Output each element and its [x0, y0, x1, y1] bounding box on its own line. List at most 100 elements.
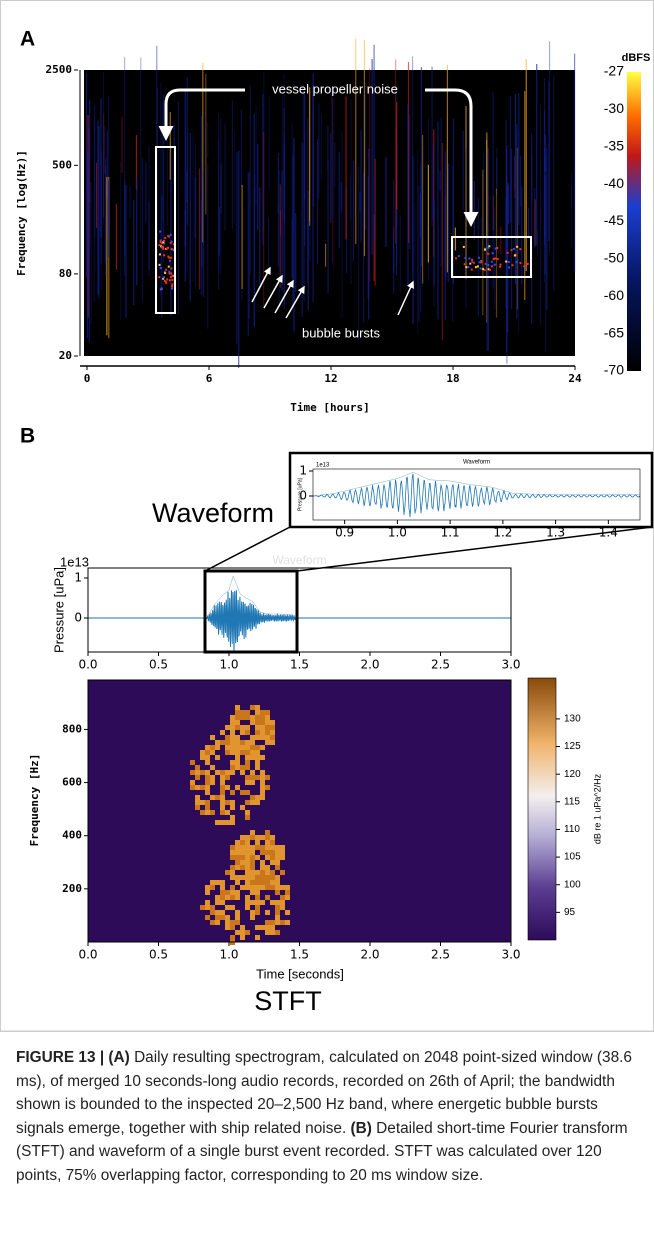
heatmap-texture — [230, 735, 235, 740]
spectrogram-texture — [355, 38, 357, 245]
x-tick-label: 1.3 — [546, 526, 565, 540]
spectrogram-texture — [487, 268, 490, 271]
heatmap-texture — [240, 845, 245, 850]
heatmap-texture — [240, 930, 245, 935]
spectrogram-texture — [218, 207, 221, 256]
spectrogram-texture — [519, 155, 522, 208]
spectrogram-texture — [312, 73, 314, 207]
spectrogram-texture — [518, 93, 520, 225]
heatmap-texture — [280, 905, 285, 910]
heatmap-texture — [260, 885, 265, 890]
spectrogram-texture — [420, 164, 422, 312]
heatmap-texture — [230, 745, 235, 750]
heatmap-texture — [225, 820, 230, 825]
spectrogram-texture — [350, 174, 352, 221]
heatmap-texture — [280, 845, 285, 850]
heatmap-texture — [265, 730, 270, 735]
spectrogram-texture — [162, 241, 165, 244]
x-tick-label: 6 — [206, 372, 213, 385]
spectrogram-texture — [124, 56, 126, 277]
spectrogram-texture — [446, 64, 449, 273]
heatmap-texture — [195, 785, 200, 790]
spectrogram-texture — [207, 163, 209, 329]
heatmap-texture — [240, 790, 245, 795]
spectrogram-texture — [494, 257, 497, 260]
heatmap-texture — [225, 785, 230, 790]
spectrogram-texture — [248, 171, 250, 319]
heatmap-texture — [200, 810, 205, 815]
heatmap-texture — [235, 930, 240, 935]
spectrogram-texture — [129, 186, 131, 218]
heatmap-texture — [260, 790, 265, 795]
heatmap-texture — [235, 720, 240, 725]
x-tick-label: 1.0 — [388, 526, 407, 540]
spectrogram-texture — [105, 166, 107, 276]
spectrogram-texture — [171, 285, 174, 288]
spectrogram-texture — [108, 95, 110, 239]
heatmap-texture — [255, 885, 260, 890]
heatmap-texture — [230, 920, 235, 925]
heatmap-texture — [220, 805, 225, 810]
heatmap-texture — [270, 885, 275, 890]
heatmap-texture — [265, 930, 270, 935]
x-tick-label: 2.0 — [360, 658, 379, 672]
x-tick-label: 1.0 — [219, 948, 238, 962]
heatmap-texture — [210, 750, 215, 755]
heatmap-texture — [265, 735, 270, 740]
heatmap-texture — [230, 935, 235, 940]
y-tick-label: 1 — [299, 464, 307, 478]
spectrogram-texture — [482, 169, 484, 316]
colorbar-tick-label: -27 — [604, 63, 624, 79]
envelope-line — [88, 575, 511, 619]
heatmap-texture — [230, 725, 235, 730]
spectrogram-texture — [441, 142, 443, 340]
spectrogram-texture — [207, 122, 209, 158]
spectrogram-texture — [482, 153, 485, 237]
spectrogram-texture — [327, 125, 329, 171]
heatmap-texture — [195, 770, 200, 775]
spectrogram-texture — [472, 261, 475, 264]
heatmap-texture — [260, 730, 265, 735]
spectrogram-texture — [363, 172, 365, 323]
heatmap-texture — [205, 905, 210, 910]
spectrogram-texture — [516, 245, 519, 248]
heatmap-texture — [280, 895, 285, 900]
heatmap-texture — [235, 710, 240, 715]
spectrogram-texture — [301, 142, 303, 317]
heatmap-texture — [265, 845, 270, 850]
spectrogram-texture — [525, 59, 527, 272]
spectrogram-texture — [487, 246, 490, 249]
heatmap-texture — [260, 725, 265, 730]
heatmap-texture — [235, 875, 240, 880]
heatmap-texture — [265, 895, 270, 900]
spectrogram-texture — [268, 96, 270, 191]
spectrogram-texture — [161, 245, 164, 248]
heatmap-texture — [250, 915, 255, 920]
spectrogram-texture — [238, 150, 240, 368]
heatmap-texture — [210, 780, 215, 785]
heatmap-texture — [205, 885, 210, 890]
spectrogram-texture — [570, 172, 573, 208]
y-tick-label: 80 — [59, 267, 72, 280]
heatmap-texture — [260, 865, 265, 870]
heatmap-texture — [255, 715, 260, 720]
heatmap-texture — [275, 845, 280, 850]
y-tick-label: 800 — [62, 722, 82, 735]
heatmap-texture — [215, 880, 220, 885]
spectrogram-texture — [543, 78, 546, 237]
spectrogram-texture — [455, 257, 458, 260]
spectrogram-texture — [318, 103, 320, 199]
spectrogram-texture — [427, 164, 429, 263]
heatmap-texture — [225, 905, 230, 910]
heatmap-texture — [220, 885, 225, 890]
figure-label: FIGURE 13 | — [16, 1049, 105, 1066]
heatmap-texture — [225, 890, 230, 895]
spectrogram-texture — [524, 90, 526, 301]
spectrogram-texture — [480, 259, 483, 262]
spectrogram-texture — [161, 195, 163, 318]
spectrogram-texture — [495, 188, 498, 318]
heatmap-texture — [275, 885, 280, 890]
spectrogram-texture — [106, 130, 108, 197]
heatmap-texture — [235, 765, 240, 770]
heatmap-texture — [230, 905, 235, 910]
